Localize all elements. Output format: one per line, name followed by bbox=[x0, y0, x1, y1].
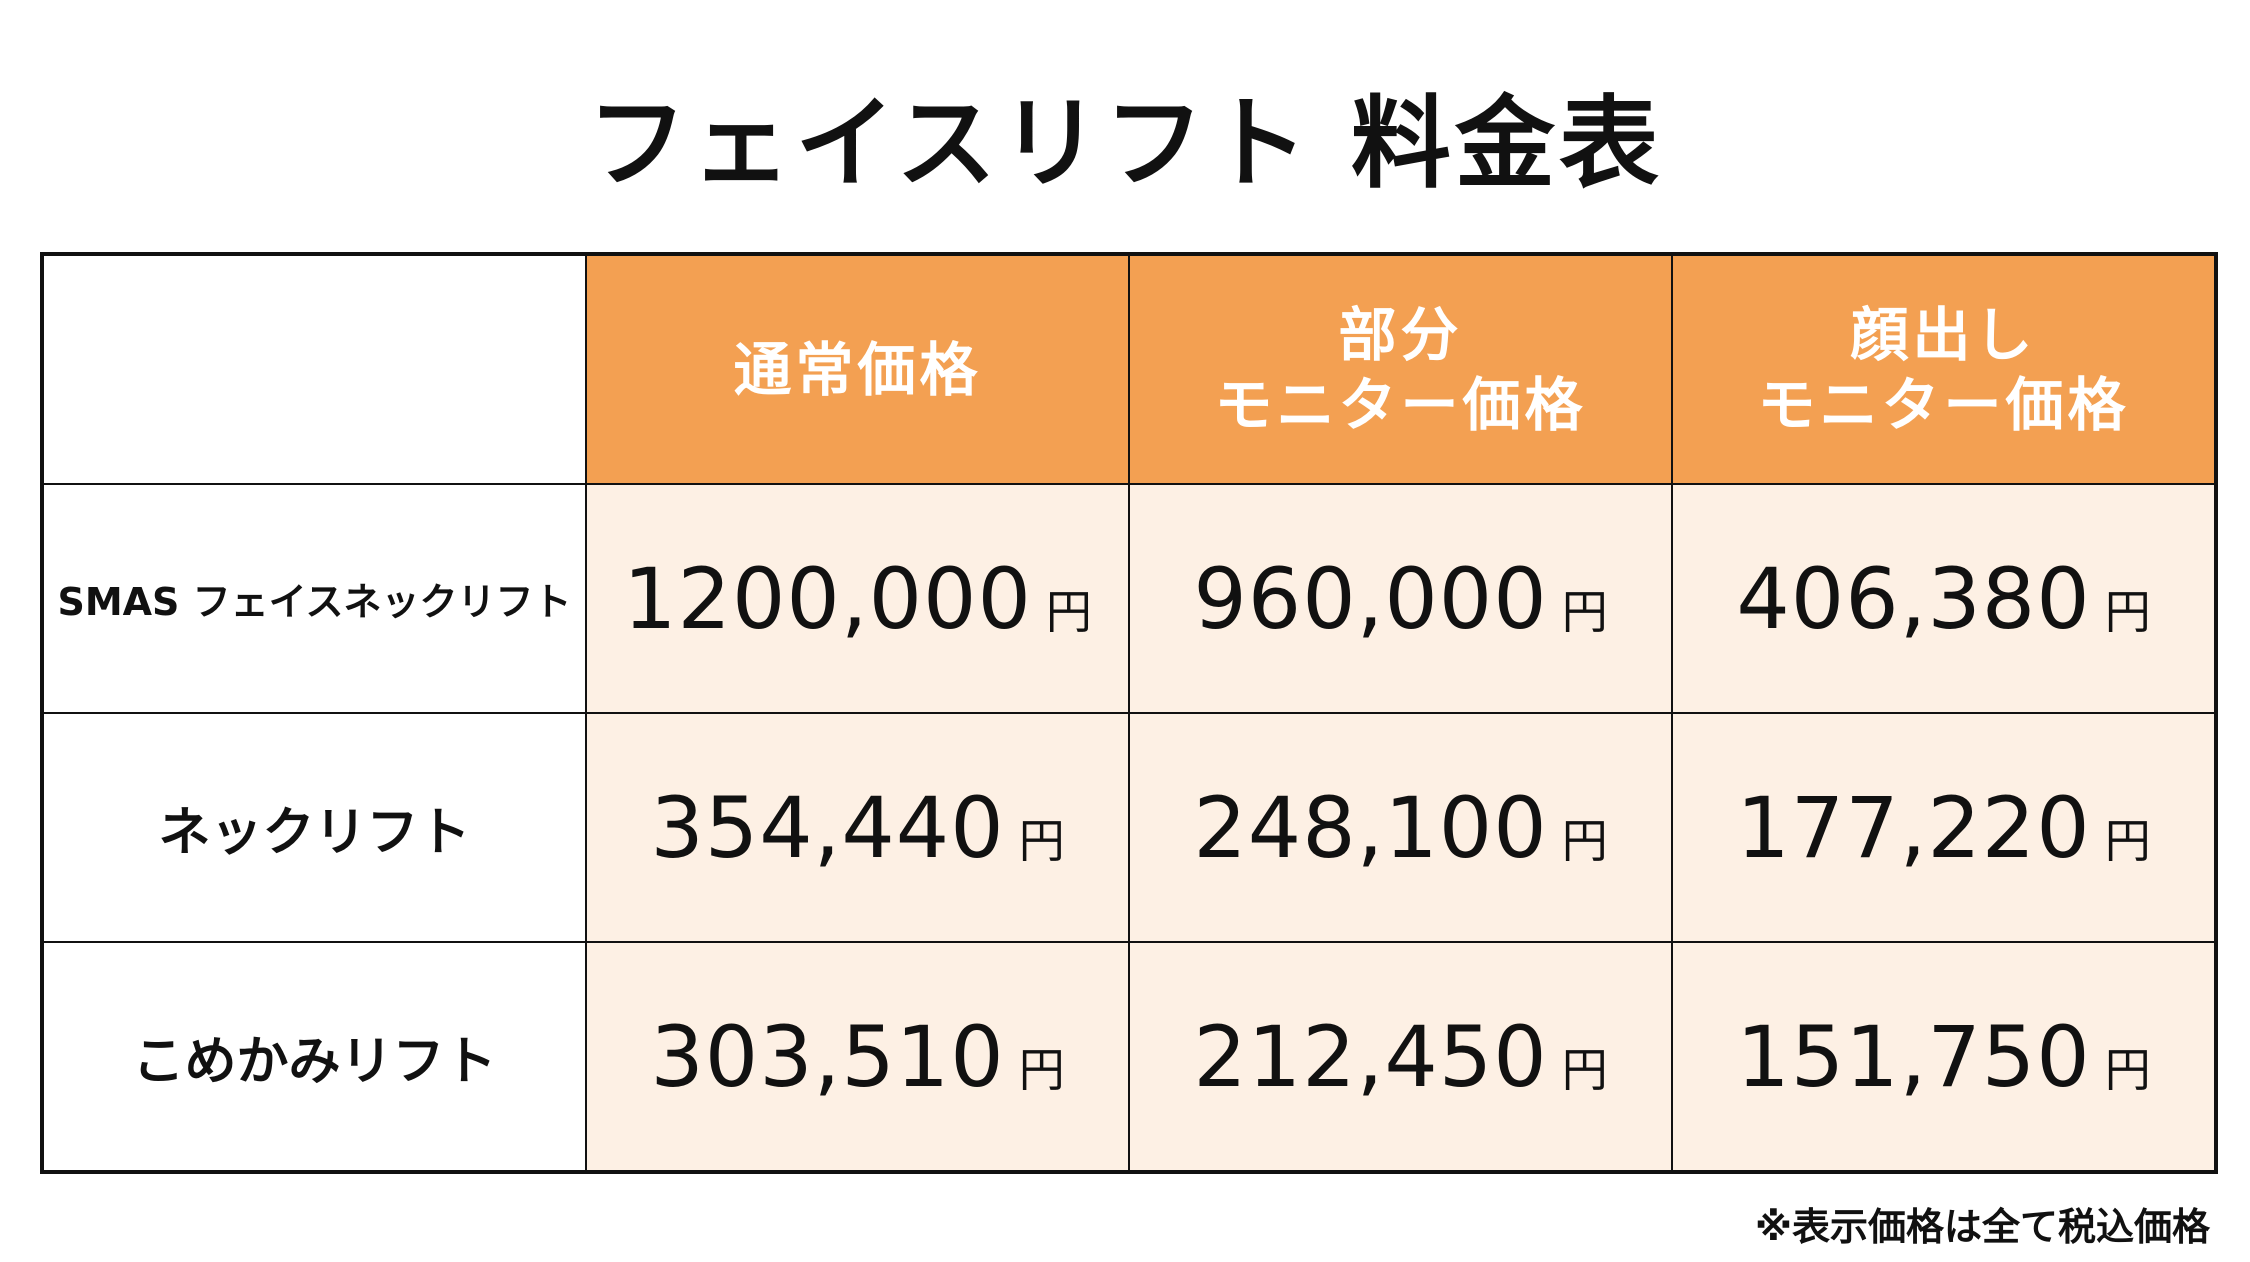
price: 248,100 円 bbox=[1193, 779, 1607, 877]
price: 151,750 円 bbox=[1736, 1008, 2150, 1106]
price-unit: 円 bbox=[2104, 813, 2151, 868]
price-value: 212,450 bbox=[1193, 1007, 1548, 1106]
row-label: ネックリフト bbox=[158, 803, 471, 863]
price: 303,510 円 bbox=[650, 1008, 1064, 1106]
row-label-cell: SMAS フェイスネックリフト bbox=[43, 484, 586, 713]
row-label-cell: ネックリフト bbox=[43, 713, 586, 942]
price-unit: 円 bbox=[2104, 1042, 2151, 1097]
title: フェイスリフト 料金表 bbox=[587, 85, 1663, 202]
footnote: ※表示価格は全て税込価格 bbox=[1755, 1205, 2210, 1249]
row-label: こめかみリフト bbox=[132, 1032, 497, 1092]
price-value: 177,220 bbox=[1736, 778, 2091, 877]
price-value: 1200,000 bbox=[623, 549, 1032, 648]
header-text: 通常価格 bbox=[733, 335, 982, 404]
header-cell: 顔出し モニター価格 bbox=[1672, 255, 2215, 484]
price-cell: 354,440 円 bbox=[586, 713, 1129, 942]
price-unit: 円 bbox=[1018, 1042, 1065, 1097]
price-value: 151,750 bbox=[1736, 1007, 2091, 1106]
price-value: 960,000 bbox=[1193, 549, 1548, 648]
price-cell: 177,220 円 bbox=[1672, 713, 2215, 942]
price-unit: 円 bbox=[1018, 813, 1065, 868]
price-value: 406,380 bbox=[1736, 549, 2091, 648]
corner-cell bbox=[43, 255, 586, 484]
price-unit: 円 bbox=[1561, 584, 1608, 639]
price-cell: 212,450 円 bbox=[1129, 942, 1672, 1171]
price-cell: 151,750 円 bbox=[1672, 942, 2215, 1171]
price-unit: 円 bbox=[1561, 1042, 1608, 1097]
price: 354,440 円 bbox=[650, 779, 1064, 877]
price-cell: 303,510 円 bbox=[586, 942, 1129, 1171]
header-cell: 通常価格 bbox=[586, 255, 1129, 484]
price-value: 248,100 bbox=[1193, 778, 1548, 877]
price-unit: 円 bbox=[1561, 813, 1608, 868]
header-cell: 部分 モニター価格 bbox=[1129, 255, 1672, 484]
header-text: モニター価格 bbox=[1214, 370, 1587, 439]
price-cell: 406,380 円 bbox=[1672, 484, 2215, 713]
price: 212,450 円 bbox=[1193, 1008, 1607, 1106]
price-table: 通常価格 部分 モニター価格 顔出し モニター価格 SMAS フェイスネックリフト 1200… bbox=[40, 252, 2218, 1174]
price: 960,000 円 bbox=[1193, 550, 1607, 648]
price-cell: 1200,000 円 bbox=[586, 484, 1129, 713]
row-label: SMAS フェイスネックリフト bbox=[57, 580, 572, 624]
price: 177,220 円 bbox=[1736, 779, 2150, 877]
price-cell: 248,100 円 bbox=[1129, 713, 1672, 942]
header-text: 顔出し bbox=[1850, 300, 2037, 369]
header-text: 部分 bbox=[1338, 300, 1463, 369]
price: 406,380 円 bbox=[1736, 550, 2150, 648]
header-text: モニター価格 bbox=[1757, 370, 2130, 439]
price-unit: 円 bbox=[1045, 584, 1092, 639]
price-cell: 960,000 円 bbox=[1129, 484, 1672, 713]
price-unit: 円 bbox=[2104, 584, 2151, 639]
row-label-cell: こめかみリフト bbox=[43, 942, 586, 1171]
price: 1200,000 円 bbox=[623, 550, 1092, 648]
price-value: 354,440 bbox=[650, 778, 1005, 877]
price-value: 303,510 bbox=[650, 1007, 1005, 1106]
